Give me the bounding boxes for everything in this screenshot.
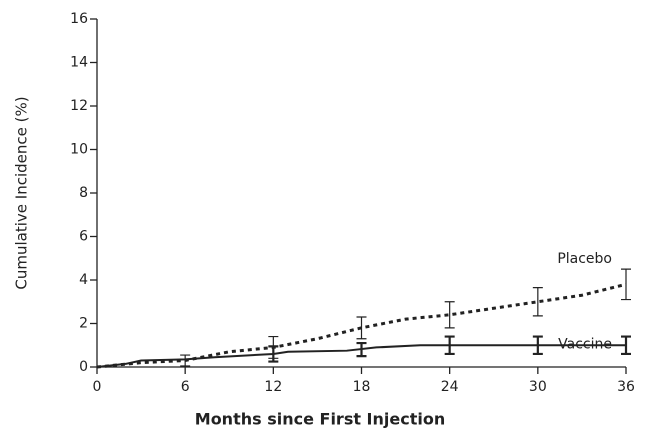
y-tick-label: 0 <box>79 359 88 375</box>
error-bar <box>532 335 543 356</box>
error-bar <box>356 341 367 358</box>
y-tick-label: 4 <box>79 272 88 288</box>
error-bar <box>356 316 367 340</box>
series-label: Placebo <box>557 251 612 267</box>
y-tick-label: 14 <box>70 55 88 71</box>
y-tick-label: 8 <box>79 185 88 201</box>
y-tick-label: 2 <box>79 316 88 332</box>
x-axis-label: Months since First Injection <box>195 410 445 429</box>
y-tick-label: 10 <box>70 142 88 158</box>
error-bar <box>621 268 631 301</box>
x-tick-label: 24 <box>441 379 459 395</box>
x-tick-label: 18 <box>353 379 371 395</box>
x-tick-label: 30 <box>529 379 547 395</box>
y-tick-label: 6 <box>79 229 88 245</box>
y-axis-label: Cumulative Incidence (%) <box>13 96 31 289</box>
error-bar <box>621 335 631 356</box>
x-tick-label: 6 <box>181 379 190 395</box>
x-tick-label: 0 <box>93 379 102 395</box>
y-tick-label: 16 <box>70 11 88 27</box>
error-bar <box>532 287 543 317</box>
x-tick-label: 36 <box>617 379 635 395</box>
series-label: Vaccine <box>558 337 612 353</box>
x-tick-label: 12 <box>264 379 282 395</box>
error-bar <box>444 301 455 329</box>
error-bar <box>268 345 279 363</box>
y-tick-label: 12 <box>70 98 88 114</box>
error-bar <box>180 354 191 367</box>
error-bar <box>444 335 455 356</box>
